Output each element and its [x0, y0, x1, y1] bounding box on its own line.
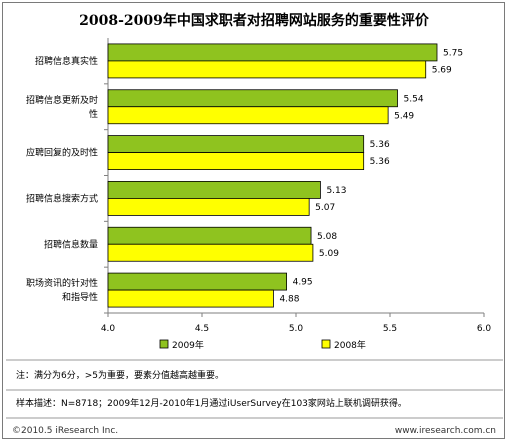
bar-2008 — [107, 289, 274, 308]
bar-2009 — [107, 272, 288, 291]
value-label: 5.07 — [315, 203, 335, 213]
bar-2009 — [107, 181, 321, 199]
legend-swatch — [159, 339, 169, 349]
note-text: 注：满分为6分，>5为重要，要素分值越高越重要。 — [16, 369, 224, 381]
legend-label: 2008年 — [334, 339, 366, 351]
copyright-text: ©2010.5 iResearch Inc. — [12, 426, 118, 436]
bar-2008 — [107, 243, 314, 262]
x-tick-label: 4.5 — [195, 324, 209, 334]
category-label: 职场资讯的针对性 — [26, 277, 98, 289]
category-label: 招聘信息数量 — [44, 238, 98, 250]
value-label: 5.09 — [319, 249, 339, 259]
website-text: www.iresearch.com.cn — [395, 426, 496, 436]
bar-2009 — [107, 89, 398, 108]
value-label: 5.13 — [326, 186, 346, 196]
bar-2009 — [107, 135, 365, 153]
category-label: 招聘信息更新及时 — [26, 94, 98, 106]
category-label: 应聘回复的及时性 — [26, 147, 98, 159]
category-label: 招聘信息搜索方式 — [26, 192, 98, 204]
category-label: 和指导性 — [62, 291, 98, 303]
bar-2009 — [107, 43, 438, 62]
legend-swatch — [321, 339, 331, 349]
x-tick-label: 5.0 — [289, 324, 304, 334]
value-label: 4.88 — [279, 295, 299, 305]
legend: 2009年 2008年 — [159, 339, 366, 351]
x-tick-label: 4.0 — [101, 324, 116, 334]
value-label: 5.08 — [317, 232, 337, 242]
bar-2008 — [107, 106, 389, 125]
category-label: 性 — [89, 108, 98, 120]
value-label: 5.75 — [443, 48, 463, 58]
legend-label: 2009年 — [172, 339, 204, 351]
value-label: 5.36 — [370, 157, 390, 167]
value-label: 4.95 — [293, 278, 313, 288]
x-tick-label: 6.0 — [477, 324, 492, 334]
value-label: 5.36 — [370, 140, 390, 150]
bar-2008 — [107, 60, 427, 79]
x-tick-label: 5.5 — [383, 324, 397, 334]
sample-text: 样本描述：N=8718；2009年12月-2010年1月通过iUserSurve… — [16, 397, 407, 409]
value-label: 5.69 — [432, 65, 452, 75]
value-label: 5.54 — [404, 94, 424, 104]
bar-2009 — [107, 226, 312, 245]
value-label: 5.49 — [394, 111, 414, 121]
bar-2008 — [107, 198, 310, 216]
bar-2008 — [107, 152, 365, 170]
category-label: 招聘信息真实性 — [35, 55, 98, 67]
chart-title: 2008-2009年中国求职者对招聘网站服务的重要性评价 — [79, 12, 430, 29]
